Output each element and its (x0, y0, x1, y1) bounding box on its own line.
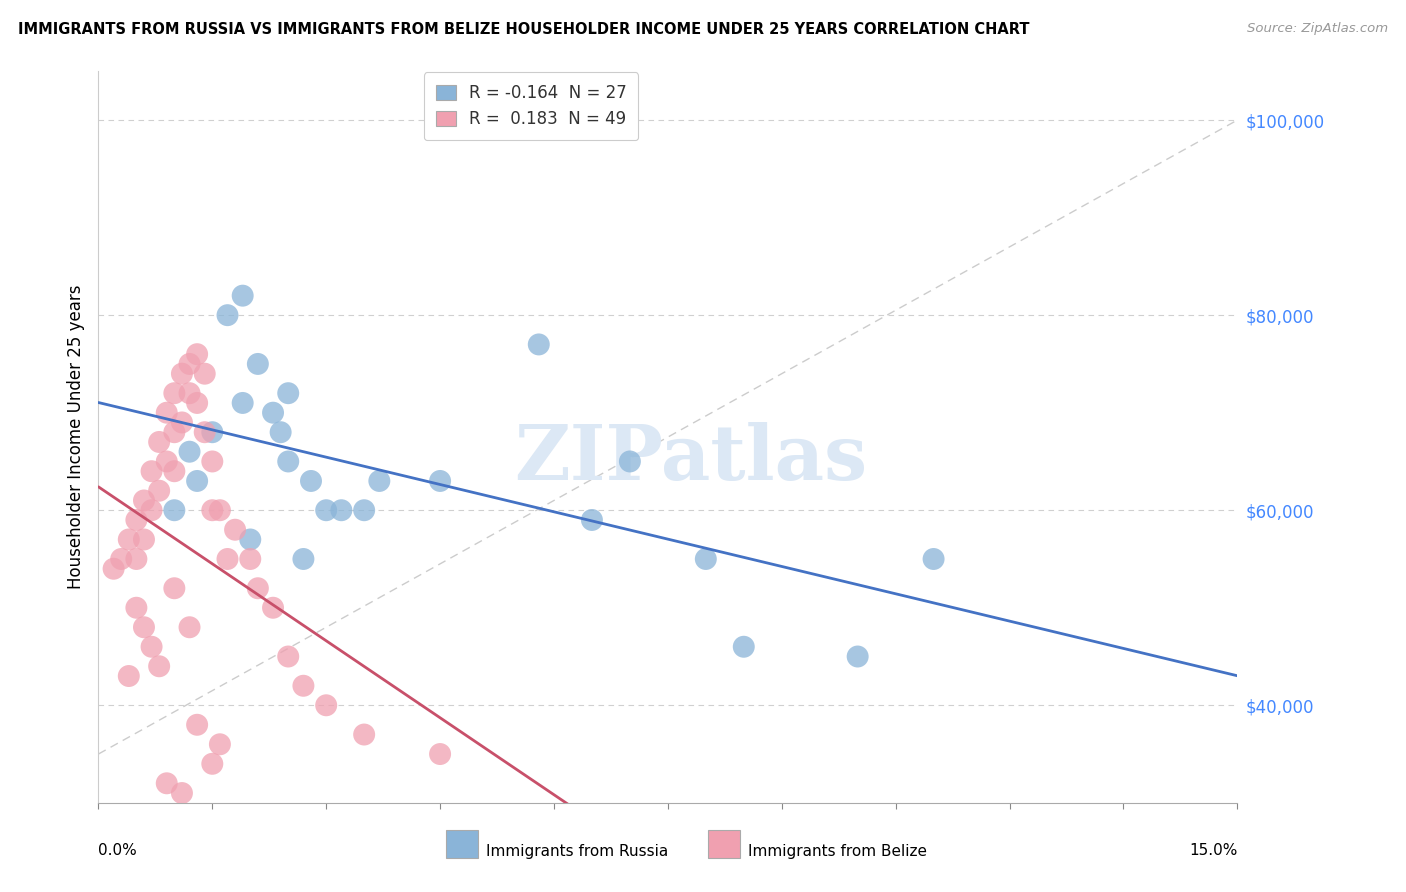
Point (232, 288, 254, 302)
Point (201, 756, 224, 771)
Point (208, 737, 231, 751)
Point (262, 406, 284, 420)
Point (846, 649, 869, 664)
Point (148, 434, 170, 449)
Point (270, 425, 292, 440)
Text: 0.0%: 0.0% (98, 843, 138, 858)
Point (141, 503, 163, 517)
Point (156, 406, 179, 420)
Point (239, 533, 262, 547)
Point (148, 659, 170, 673)
Text: ZIPatlas: ZIPatlas (515, 422, 868, 496)
Point (186, 718, 208, 732)
Bar (446, 830, 478, 858)
Point (277, 454, 299, 468)
Point (292, 552, 315, 566)
Point (186, 474, 208, 488)
Point (733, 640, 755, 654)
Point (125, 513, 148, 527)
Point (125, 600, 148, 615)
Point (201, 503, 224, 517)
Point (262, 600, 284, 615)
Point (110, 552, 132, 566)
Point (277, 386, 299, 401)
Point (156, 776, 179, 790)
Point (132, 493, 155, 508)
Point (201, 454, 224, 468)
Point (232, 396, 254, 410)
Text: IMMIGRANTS FROM RUSSIA VS IMMIGRANTS FROM BELIZE HOUSEHOLDER INCOME UNDER 25 YEA: IMMIGRANTS FROM RUSSIA VS IMMIGRANTS FRO… (18, 22, 1029, 37)
Point (292, 679, 315, 693)
Point (429, 474, 451, 488)
Point (132, 533, 155, 547)
Point (315, 503, 337, 517)
Point (125, 552, 148, 566)
Point (179, 620, 201, 634)
Point (695, 552, 717, 566)
Point (179, 357, 201, 371)
Point (353, 727, 375, 741)
Point (922, 552, 945, 566)
Point (163, 581, 186, 595)
Point (581, 513, 603, 527)
Point (163, 386, 186, 401)
Point (429, 747, 451, 761)
Point (194, 367, 217, 381)
Point (163, 425, 186, 440)
Point (246, 581, 269, 595)
Point (224, 523, 246, 537)
Point (170, 786, 193, 800)
Point (179, 386, 201, 401)
Y-axis label: Householder Income Under 25 years: Householder Income Under 25 years (66, 285, 84, 590)
Point (132, 620, 155, 634)
Point (315, 698, 337, 713)
Point (170, 416, 193, 430)
Point (239, 552, 262, 566)
Point (201, 425, 224, 440)
Point (246, 357, 269, 371)
Text: Immigrants from Russia: Immigrants from Russia (485, 845, 668, 860)
Point (217, 552, 239, 566)
Text: Source: ZipAtlas.com: Source: ZipAtlas.com (1247, 22, 1388, 36)
Point (170, 367, 193, 381)
Point (103, 562, 125, 576)
Point (619, 454, 641, 468)
Point (163, 464, 186, 478)
Text: Immigrants from Belize: Immigrants from Belize (748, 845, 927, 860)
Point (163, 503, 186, 517)
Point (277, 649, 299, 664)
Point (148, 483, 170, 498)
Point (179, 444, 201, 458)
Point (527, 337, 550, 351)
Point (368, 474, 391, 488)
Point (208, 503, 231, 517)
Point (217, 308, 239, 322)
Point (186, 347, 208, 361)
Point (330, 503, 353, 517)
Point (186, 396, 208, 410)
Point (141, 640, 163, 654)
Point (118, 669, 141, 683)
Point (353, 503, 375, 517)
Point (156, 454, 179, 468)
Point (118, 533, 141, 547)
Point (141, 464, 163, 478)
Text: 15.0%: 15.0% (1189, 843, 1237, 858)
Bar (707, 830, 740, 858)
Point (194, 425, 217, 440)
Legend: R = -0.164  N = 27, R =  0.183  N = 49: R = -0.164 N = 27, R = 0.183 N = 49 (425, 72, 638, 140)
Point (299, 474, 322, 488)
